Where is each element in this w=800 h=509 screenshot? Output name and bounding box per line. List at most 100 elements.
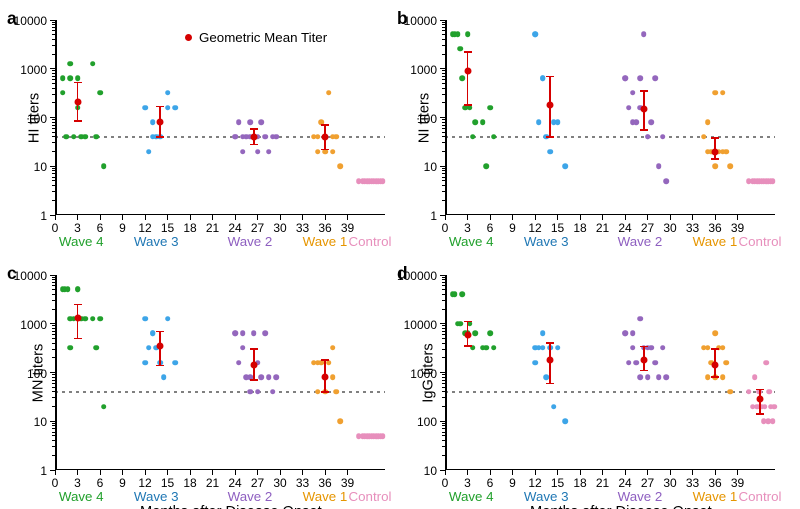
x-tick-label: 6 [92,221,108,235]
y-tick-label: 1000 [20,318,47,332]
y-minor-tick [442,428,445,429]
y-minor-tick [442,423,445,424]
data-point-wave1 [326,90,332,96]
panel-letter-d: d [397,263,408,284]
y-minor-tick [442,88,445,89]
y-tick-label: 10000 [14,14,47,28]
y-axis [55,275,57,470]
gmt-errorbar-cap [74,120,82,122]
y-minor-tick [52,349,55,350]
x-tick-label: 15 [160,476,176,490]
x-tick [467,470,468,475]
gmt-errorbar-cap [711,137,719,139]
y-tick [440,421,445,422]
data-point-wave2 [648,119,654,125]
x-tick [692,215,693,220]
data-point-wave1 [720,345,726,351]
gmt-marker [712,362,719,369]
gmt-errorbar-cap [546,342,554,344]
y-minor-tick [442,94,445,95]
y-minor-tick [442,440,445,441]
x-tick [647,215,648,220]
y-minor-tick [52,24,55,25]
y-minor-tick [442,380,445,381]
y-minor-tick [52,88,55,89]
data-point-wave2 [630,330,636,336]
data-point-wave4 [472,330,478,336]
y-minor-tick [442,125,445,126]
data-point-wave2 [645,134,651,140]
x-tick-label: 12 [137,221,153,235]
x-tick [212,215,213,220]
data-point-wave4 [459,292,465,298]
y-minor-tick [52,289,55,290]
x-tick-label: 18 [572,221,588,235]
data-point-wave2 [622,330,628,336]
x-tick [100,470,101,475]
data-point-wave2 [663,178,669,184]
x-tick [257,215,258,220]
x-tick [670,215,671,220]
x-tick [580,470,581,475]
data-point-wave4 [101,163,107,169]
gmt-marker [250,362,257,369]
y-minor-tick [442,177,445,178]
data-point-wave3 [536,119,542,125]
y-minor-tick [442,387,445,388]
y-tick [440,20,445,21]
data-point-wave4 [487,105,493,111]
x-tick [325,215,326,220]
y-minor-tick [442,132,445,133]
y-minor-tick [52,325,55,326]
y-minor-tick [442,54,445,55]
x-axis [55,469,385,471]
data-point-wave3 [161,374,167,380]
y-minor-tick [52,328,55,329]
data-point-wave4 [60,75,66,81]
y-minor-tick [52,309,55,310]
gmt-errorbar-cap [546,136,554,138]
x-tick-label: 33 [685,476,701,490]
x-axis-label: Months after Disease Onset [530,504,712,509]
data-point-wave2 [236,360,242,366]
data-point-wave4 [67,61,73,67]
y-tick [50,323,55,324]
y-minor-tick [52,177,55,178]
x-tick-label: 0 [47,221,63,235]
y-minor-tick [52,455,55,456]
x-tick-label: 3 [70,476,86,490]
wave-label: Wave 4 [443,234,499,249]
data-point-wave3 [562,418,568,424]
y-minor-tick [52,45,55,46]
data-point-wave2 [630,345,636,351]
data-point-wave1 [723,149,729,155]
x-tick-label: 30 [272,221,288,235]
y-minor-tick [52,406,55,407]
data-point-control [746,389,752,395]
y-tick [50,275,55,276]
x-tick-label: 24 [227,221,243,235]
data-point-wave2 [652,360,658,366]
x-tick [512,470,513,475]
x-tick [580,215,581,220]
data-point-wave1 [705,374,711,380]
data-point-wave4 [93,345,99,351]
data-point-wave4 [71,134,77,140]
y-minor-tick [442,343,445,344]
data-point-wave4 [472,119,478,125]
legend: Geometric Mean Titer [185,30,327,45]
y-minor-tick [52,122,55,123]
data-point-wave3 [150,119,156,125]
wave-label: Wave 3 [518,234,574,249]
x-tick [557,470,558,475]
y-minor-tick [442,425,445,426]
data-point-wave1 [333,389,339,395]
gmt-errorbar-cap [640,346,648,348]
x-tick-label: 21 [595,476,611,490]
data-point-wave3 [150,330,156,336]
data-point-wave3 [555,119,561,125]
x-tick [100,215,101,220]
wave-label: Control [342,234,398,249]
x-tick [190,215,191,220]
x-tick-label: 30 [272,476,288,490]
